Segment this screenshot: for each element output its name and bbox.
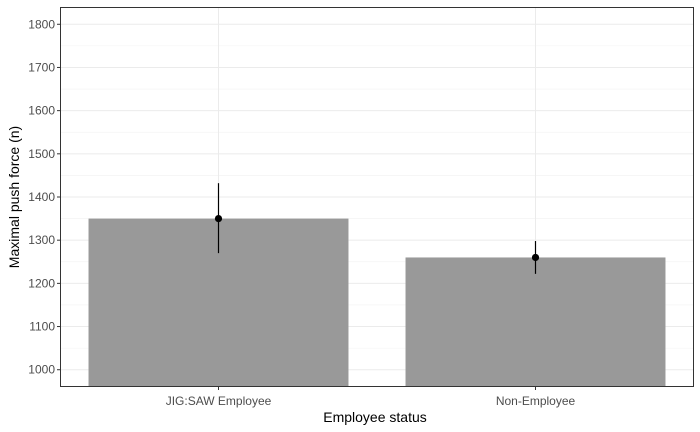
x-tick-label: JIG:SAW Employee — [166, 394, 272, 408]
x-axis: JIG:SAW Employee Non-Employee — [166, 387, 576, 408]
y-axis: 1000 1100 1200 1300 1400 1500 1600 1700 1800 — [28, 17, 60, 377]
y-tick-label: 1400 — [28, 190, 55, 204]
mean-point — [214, 214, 223, 223]
error-bars — [214, 183, 540, 274]
y-tick-label: 1200 — [28, 276, 55, 290]
bar — [405, 257, 666, 387]
y-tick-label: 1500 — [28, 147, 55, 161]
x-axis-title: Employee status — [323, 409, 427, 425]
mean-point — [531, 253, 540, 262]
y-tick-label: 1600 — [28, 104, 55, 118]
y-axis-title: Maximal push force (n) — [6, 126, 22, 268]
y-tick-label: 1000 — [28, 363, 55, 377]
y-tick-label: 1100 — [29, 320, 55, 334]
panel-border — [60, 7, 694, 387]
y-tick-label: 1700 — [28, 60, 55, 74]
y-tick-label: 1800 — [28, 17, 55, 31]
x-tick-label: Non-Employee — [496, 394, 576, 408]
y-tick-label: 1300 — [28, 233, 55, 247]
